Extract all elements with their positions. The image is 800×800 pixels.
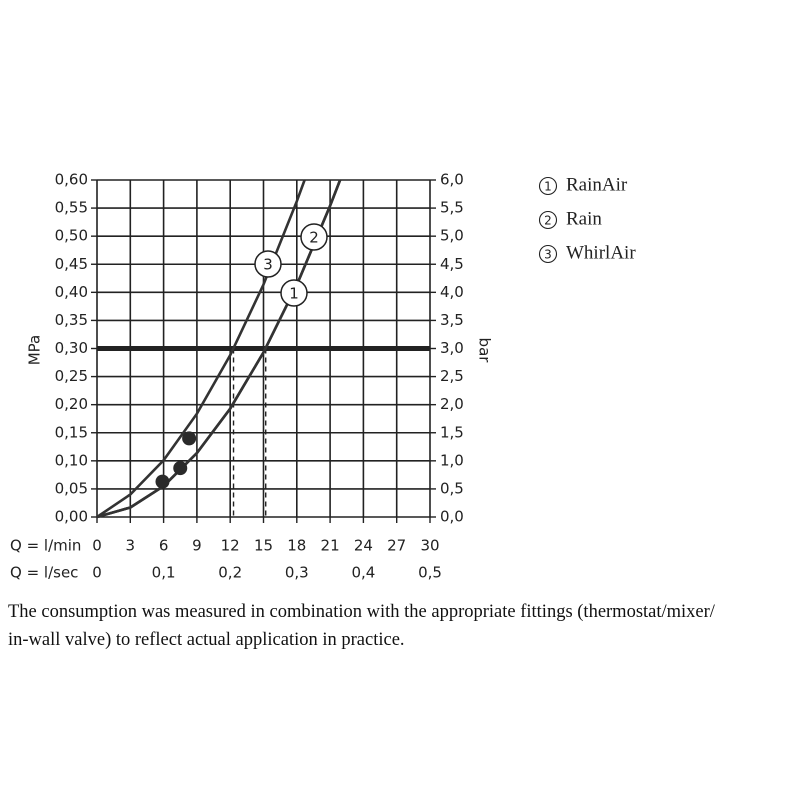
x-tick-label: 21 bbox=[321, 537, 340, 555]
curve bbox=[96, 179, 306, 519]
y2-tick-label: 1,5 bbox=[440, 423, 464, 441]
y-tick-label: 0,10 bbox=[55, 451, 88, 469]
y-tick-label: 0,35 bbox=[55, 311, 88, 329]
legend-circle bbox=[538, 244, 558, 264]
x2-tick-label: 0,4 bbox=[351, 564, 375, 582]
y2-tick-label: 3,0 bbox=[440, 339, 464, 357]
curve-label-circle bbox=[280, 279, 308, 307]
legend-label: Rain bbox=[566, 208, 602, 229]
point bbox=[173, 461, 188, 476]
x-tick-label: 9 bbox=[192, 537, 202, 555]
x-tick-label: 24 bbox=[354, 537, 373, 555]
legend-label: RainAir bbox=[566, 174, 628, 195]
x2-tick-label: 0,2 bbox=[218, 564, 242, 582]
y-axis-title: MPa bbox=[26, 335, 44, 366]
legend-number: 3 bbox=[544, 248, 552, 262]
y-tick-label: 0,60 bbox=[55, 171, 88, 189]
y-tick-label: 0,30 bbox=[55, 339, 88, 357]
x-tick-label: 27 bbox=[387, 537, 406, 555]
legend-number: 1 bbox=[544, 180, 552, 194]
y2-tick-label: 5,0 bbox=[440, 227, 464, 245]
curve-label: 1 bbox=[289, 285, 299, 303]
x-tick-label: 18 bbox=[287, 537, 306, 555]
curve-label: 3 bbox=[263, 256, 273, 274]
y2-tick-label: 6,0 bbox=[440, 171, 464, 189]
y-tick-label: 0,00 bbox=[55, 508, 88, 526]
x2-tick-label: 0 bbox=[92, 564, 102, 582]
curve-label-circle bbox=[300, 223, 328, 251]
x-axis-title: Q = l/min bbox=[10, 537, 81, 555]
x2-axis-title: Q = l/sec bbox=[10, 564, 78, 582]
curve-label: 2 bbox=[309, 229, 319, 247]
y2-tick-label: 2,5 bbox=[440, 367, 464, 385]
y-tick-label: 0,15 bbox=[55, 423, 88, 441]
y2-tick-label: 4,0 bbox=[440, 283, 464, 301]
y-tick-label: 0,20 bbox=[55, 395, 88, 413]
x2-tick-label: 0,1 bbox=[152, 564, 176, 582]
y-tick-label: 0,45 bbox=[55, 255, 88, 273]
note-line: The consumption was measured in combinat… bbox=[8, 602, 715, 622]
x-tick-label: 0 bbox=[92, 537, 102, 555]
y2-tick-label: 0,5 bbox=[440, 479, 464, 497]
y2-tick-label: 3,5 bbox=[440, 311, 464, 329]
x-tick-label: 12 bbox=[221, 537, 240, 555]
y-tick-label: 0,50 bbox=[55, 227, 88, 245]
y2-axis-title: bar bbox=[476, 338, 494, 364]
x2-tick-label: 0,3 bbox=[285, 564, 309, 582]
legend-circle bbox=[538, 176, 558, 196]
y2-tick-label: 5,5 bbox=[440, 199, 464, 217]
y-tick-label: 0,25 bbox=[55, 367, 88, 385]
x-tick-label: 15 bbox=[254, 537, 273, 555]
point bbox=[182, 431, 197, 446]
y2-tick-label: 1,0 bbox=[440, 451, 464, 469]
note: The consumption was measured in combinat… bbox=[8, 598, 715, 654]
y2-tick-label: 4,5 bbox=[440, 255, 464, 273]
legend-circle bbox=[538, 210, 558, 230]
y2-tick-label: 2,0 bbox=[440, 395, 464, 413]
x-tick-label: 30 bbox=[420, 537, 439, 555]
y2-tick-label: 0,0 bbox=[440, 508, 464, 526]
point bbox=[155, 474, 170, 489]
legend-number: 2 bbox=[544, 214, 552, 228]
y-tick-label: 0,55 bbox=[55, 199, 88, 217]
curve-label-circle bbox=[254, 250, 282, 278]
x-tick-label: 3 bbox=[126, 537, 136, 555]
note-line: in-wall valve) to reflect actual applica… bbox=[8, 630, 405, 650]
legend-label: WhirlAir bbox=[566, 242, 636, 263]
x-tick-label: 6 bbox=[159, 537, 169, 555]
y-tick-label: 0,40 bbox=[55, 283, 88, 301]
y-tick-label: 0,05 bbox=[55, 479, 88, 497]
x2-tick-label: 0,5 bbox=[418, 564, 442, 582]
